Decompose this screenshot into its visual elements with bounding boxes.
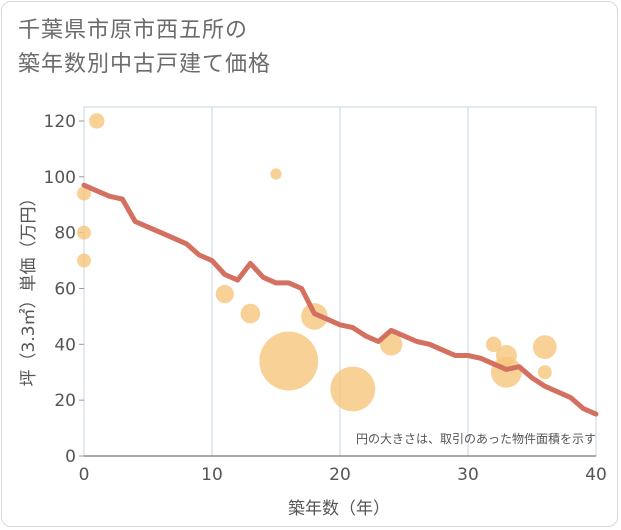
axis-ticks: 0 10 20 30 40 0 20 40 60 80 100 120 <box>44 112 607 485</box>
y-tick-label: 0 <box>65 447 76 467</box>
transaction-point <box>215 284 234 304</box>
transaction-point <box>491 356 522 388</box>
y-axis-label: 坪（3.3㎡）単価（万円） <box>19 189 39 386</box>
transaction-point <box>537 365 552 380</box>
bubble-size-note: 円の大きさは、取引のあった物件面積を示す <box>356 431 596 446</box>
transaction-point <box>485 336 502 353</box>
transaction-point <box>380 333 403 356</box>
x-tick-label: 0 <box>79 465 90 485</box>
transaction-point <box>89 113 105 129</box>
y-tick-label: 100 <box>44 168 76 188</box>
x-tick-label: 10 <box>201 465 223 485</box>
average-line-group <box>81 182 599 417</box>
transaction-point <box>77 225 91 240</box>
chart-title-line-2: 築年数別中古戸建て価格 <box>18 52 272 77</box>
y-tick-label: 120 <box>44 112 76 132</box>
transaction-point <box>301 303 328 330</box>
y-tick-label: 20 <box>54 391 76 411</box>
transaction-point <box>259 331 319 391</box>
x-tick-label: 20 <box>329 465 351 485</box>
transaction-point <box>532 335 557 360</box>
transaction-point <box>270 168 282 180</box>
chart-title: 千葉県市原市西五所の 築年数別中古戸建て価格 <box>18 14 271 82</box>
y-tick-label: 40 <box>54 335 76 355</box>
chart-title-line-1: 千葉県市原市西五所の <box>18 18 249 43</box>
transaction-point <box>77 253 91 268</box>
transaction-point <box>240 303 261 324</box>
x-axis-label: 築年数（年） <box>288 499 390 519</box>
y-tick-label: 80 <box>54 224 76 244</box>
transaction-point <box>330 366 376 412</box>
x-tick-label: 30 <box>457 465 479 485</box>
x-tick-label: 40 <box>585 465 607 485</box>
transaction-point <box>77 186 91 201</box>
y-tick-label: 60 <box>54 279 76 299</box>
transaction-points <box>77 113 557 412</box>
average-price-line <box>81 182 599 417</box>
